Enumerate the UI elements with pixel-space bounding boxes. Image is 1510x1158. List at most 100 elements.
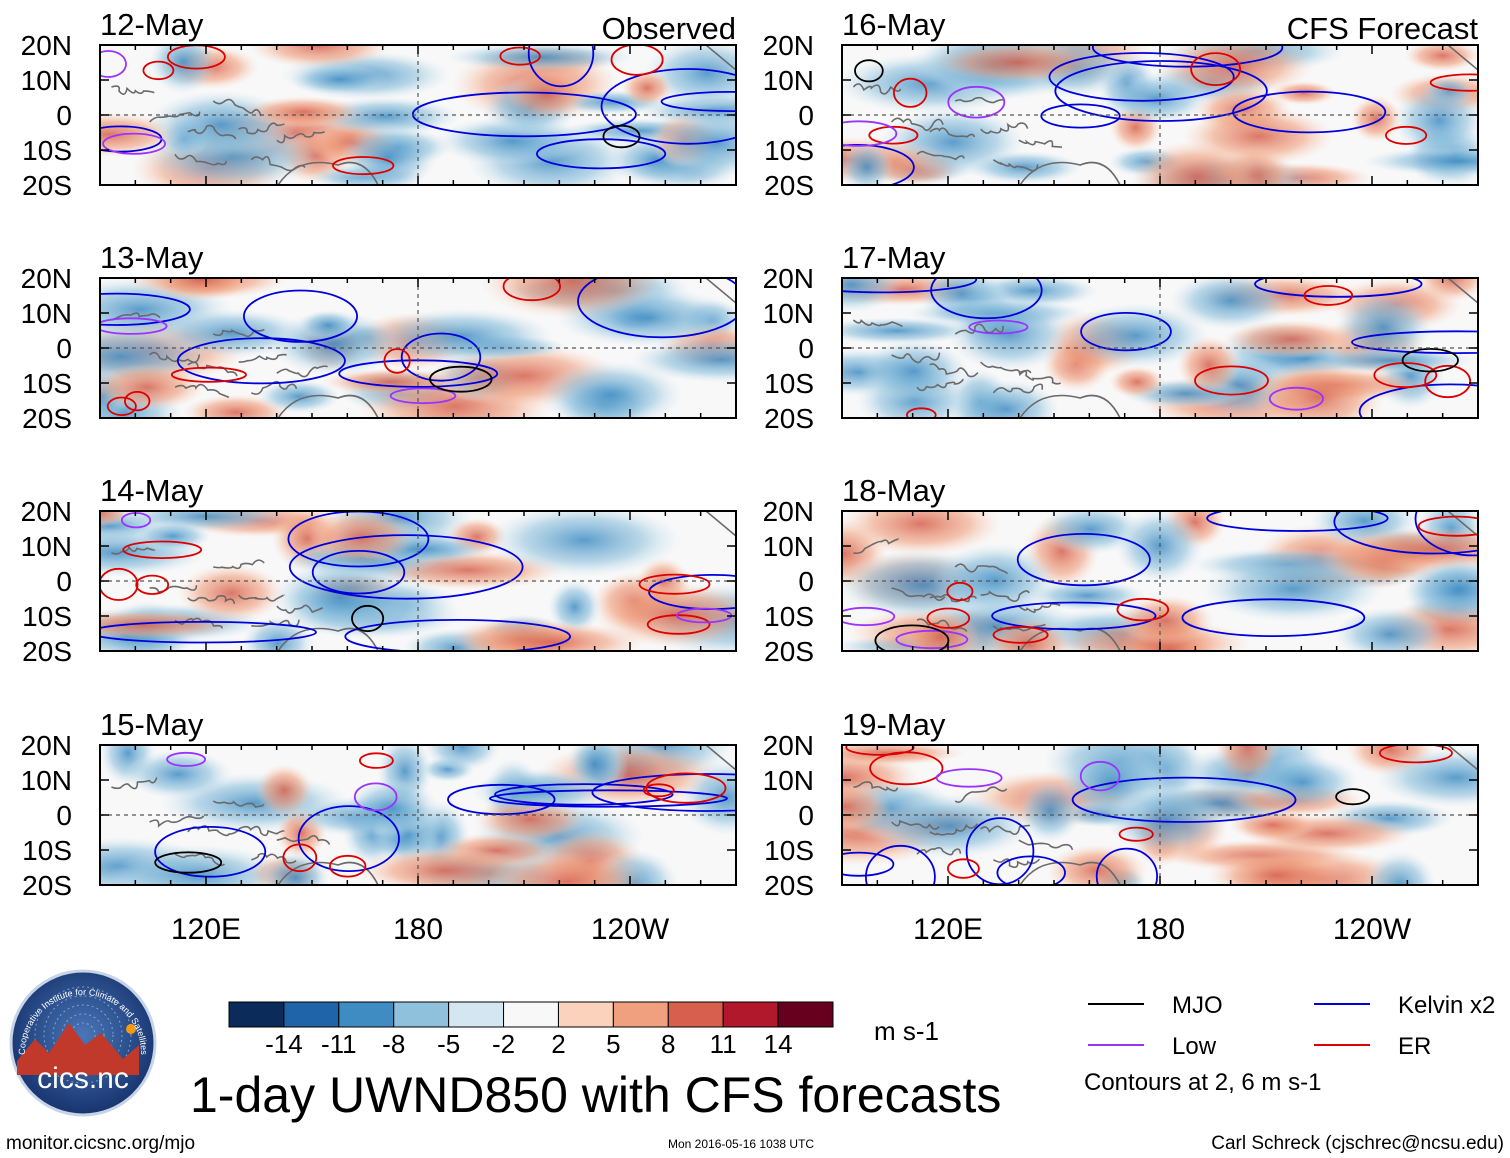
y-tick-label: 10N — [763, 65, 814, 96]
coastline — [250, 380, 298, 395]
y-tick-label: 10N — [763, 298, 814, 329]
y-tick-label: 20S — [22, 870, 72, 901]
er-contour — [868, 125, 919, 145]
er-contour — [638, 573, 711, 595]
colorbar-tick-label: -11 — [321, 1029, 357, 1059]
y-tick-label: 0 — [56, 100, 72, 131]
colorbar-swatch — [722, 1001, 779, 1028]
kelvin-contour — [1091, 45, 1284, 68]
america-coast — [705, 278, 736, 304]
er-contour — [1190, 52, 1241, 86]
coastline — [980, 122, 1029, 134]
colorbar-tick-label: 11 — [710, 1029, 737, 1059]
kelvin-contour — [996, 855, 1066, 885]
easterly-anomaly — [538, 360, 684, 418]
coastlines — [111, 745, 736, 885]
y-tick-label: 10N — [21, 298, 72, 329]
kelvin-contour — [100, 292, 191, 326]
coastline — [980, 361, 1032, 377]
easterly-anomaly — [548, 579, 602, 635]
coastline — [111, 85, 155, 95]
low-contour — [1268, 386, 1324, 411]
y-tick-label: 10N — [21, 531, 72, 562]
westerly-anomaly — [986, 617, 1073, 651]
kelvin-contour — [600, 68, 736, 145]
coastlines — [111, 511, 736, 651]
coastline — [852, 83, 902, 95]
kelvin-contour — [494, 783, 674, 806]
australia-coast — [277, 161, 379, 185]
kelvin-contour — [1254, 278, 1423, 298]
anomaly-field — [100, 745, 736, 885]
westerly-anomaly — [242, 96, 365, 128]
kelvin-contour — [1095, 847, 1158, 885]
mjo-contour — [602, 124, 641, 149]
y-tick-label: 0 — [798, 800, 814, 831]
easterly-anomaly — [340, 123, 437, 185]
er-contour — [926, 607, 971, 629]
coastline — [853, 538, 900, 555]
coastline — [1018, 370, 1062, 385]
kelvin-contour — [1016, 532, 1151, 587]
logo-ring — [70, 1022, 96, 1048]
low-contour — [895, 629, 969, 650]
australia-coast — [1019, 861, 1121, 885]
er-contour — [1429, 73, 1478, 92]
colorbar-swatch — [338, 1001, 395, 1028]
westerly-anomaly — [100, 610, 239, 640]
er-contour — [1373, 362, 1438, 389]
kelvin-contour — [1232, 90, 1387, 134]
coastline — [916, 150, 965, 161]
coastline — [212, 328, 265, 338]
y-tick-label: 20N — [21, 496, 72, 527]
colorbar-tick-label: 14 — [764, 1029, 793, 1059]
westerly-anomaly — [932, 45, 1105, 83]
low-contour — [935, 768, 1003, 788]
low-contour — [947, 85, 1006, 119]
easterly-anomaly — [1334, 607, 1446, 651]
coastline — [174, 153, 228, 166]
coastline — [276, 365, 329, 378]
panel-12-may: 20N 10N 0 10S 20S 12-May Observed — [21, 7, 737, 201]
kelvin-contour — [311, 550, 406, 595]
logo-ring — [34, 986, 132, 1084]
easterly-anomaly — [298, 309, 359, 341]
westerly-anomaly — [177, 564, 285, 623]
colorbar-swatch — [503, 1001, 559, 1028]
kelvin-contour — [154, 825, 267, 878]
y-tick-label: 20S — [22, 636, 72, 667]
coastline — [929, 127, 976, 139]
low-contour — [1079, 760, 1121, 792]
panel-date-label: 14-May — [100, 473, 204, 508]
coastline — [916, 618, 968, 632]
mjo-contour — [429, 365, 493, 393]
er-contour — [906, 407, 937, 418]
kelvin-contour — [527, 45, 595, 88]
wave-contours — [842, 745, 1453, 885]
easterly-anomaly — [486, 511, 682, 578]
coastline — [992, 159, 1039, 172]
y-tick-label: 0 — [798, 333, 814, 364]
colorbar-swatch — [777, 1001, 834, 1028]
footer-author: Carl Schreck (cjschrec@ncsu.edu) — [1211, 1133, 1504, 1154]
er-contour — [1194, 365, 1269, 396]
kelvin-contour — [1358, 383, 1478, 418]
coastline — [174, 617, 223, 629]
x-tick-label: 180 — [1135, 913, 1185, 946]
easterly-anomaly — [345, 778, 440, 838]
easterly-anomaly — [1169, 278, 1292, 330]
coastline — [954, 96, 1005, 104]
colorbar-tick-label: -2 — [492, 1029, 515, 1059]
y-tick-label: 20N — [763, 263, 814, 294]
westerly-anomaly — [1109, 366, 1165, 399]
er-contour — [502, 278, 561, 302]
kelvin-contour — [100, 621, 317, 644]
colorbar-tick-label: 2 — [551, 1029, 565, 1059]
er-contour — [142, 60, 175, 81]
coastline — [149, 351, 201, 364]
panel-date-label: 19-May — [842, 707, 946, 742]
kelvin-contour — [1181, 598, 1366, 637]
easterly-anomaly — [1063, 303, 1210, 369]
easterly-anomaly — [1105, 785, 1227, 855]
